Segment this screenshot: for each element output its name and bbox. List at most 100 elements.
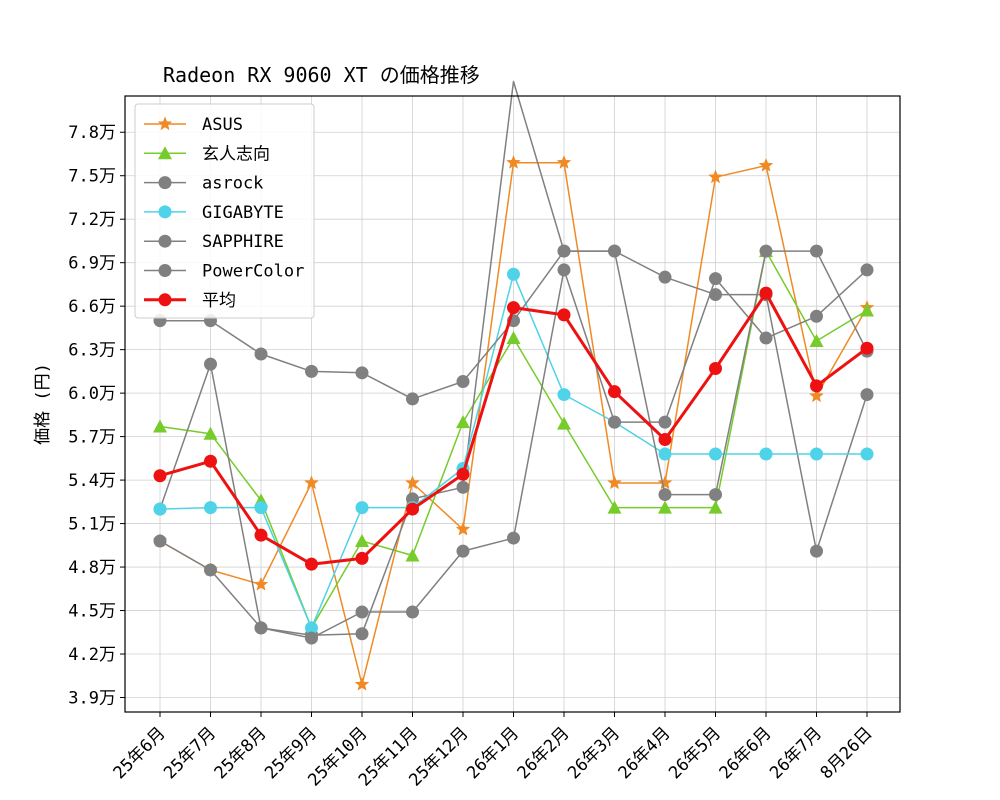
legend-entry: ASUS [144, 115, 243, 135]
data-point [153, 502, 167, 516]
data-point [204, 454, 217, 468]
data-point [607, 500, 622, 514]
y-axis-title: 価格 (円) [33, 363, 53, 445]
data-point [304, 475, 319, 490]
data-point [305, 621, 318, 635]
data-point [355, 605, 369, 619]
data-point [405, 548, 420, 562]
data-point [658, 488, 672, 502]
data-point [254, 347, 268, 361]
data-point [254, 501, 268, 515]
data-point [759, 447, 773, 461]
legend-box [134, 103, 315, 319]
data-point [355, 366, 369, 380]
y-tick-label: 7.2万 [68, 210, 116, 230]
y-tick-label: 3.9万 [68, 689, 116, 709]
data-point [860, 303, 874, 317]
y-tick-label: 4.2万 [68, 645, 116, 665]
data-point [506, 155, 521, 169]
data-point [406, 605, 419, 619]
data-point [810, 544, 823, 558]
series-2-series [153, 244, 874, 634]
data-point [253, 576, 269, 591]
data-point [456, 544, 470, 558]
chart-title: Radeon RX 9060 XT の価格推移 [163, 63, 480, 87]
y-tick-label: 4.5万 [68, 602, 116, 622]
data-point [355, 551, 369, 565]
data-point [557, 308, 571, 322]
legend: ASUS 玄人志向 asrock GIGABYTE SAPPHIRE PowerColor… [134, 103, 315, 319]
legend-marker [158, 264, 172, 277]
y-tick-label: 6.3万 [68, 341, 116, 361]
data-point [759, 286, 773, 300]
legend-entry: SAPPHIRE [144, 232, 284, 252]
data-point [860, 388, 874, 402]
data-point [153, 419, 167, 433]
data-point [254, 528, 268, 542]
data-point [608, 415, 621, 429]
data-point [153, 534, 167, 548]
legend-marker [158, 234, 172, 248]
data-point [759, 331, 773, 345]
series-5-sapphire [153, 263, 874, 645]
data-point [556, 155, 572, 169]
data-point [354, 676, 370, 691]
data-point [658, 433, 672, 447]
data-point [709, 288, 722, 302]
data-point [355, 501, 369, 515]
data-point [506, 331, 521, 345]
data-point [204, 357, 217, 371]
y-tick-label: 6.0万 [68, 384, 116, 404]
legend-entry: GIGABYTE [144, 203, 284, 223]
data-point [557, 244, 571, 258]
legend-entry: PowerColor [144, 262, 304, 282]
series-1-asus [152, 155, 875, 691]
legend-label: ASUS [202, 115, 243, 135]
data-point [455, 521, 471, 536]
series-7-series [153, 286, 874, 571]
legend-entry: asrock [144, 174, 263, 194]
data-point [810, 379, 823, 393]
y-tick-label: 5.1万 [68, 515, 116, 535]
data-point [658, 500, 672, 514]
data-point [709, 272, 722, 286]
data-point [809, 388, 824, 403]
data-point [355, 533, 369, 547]
data-point [507, 267, 520, 281]
legend-marker [157, 116, 173, 131]
data-point [204, 501, 217, 515]
data-point [608, 244, 621, 258]
data-point [810, 447, 823, 461]
data-point [608, 385, 621, 399]
data-point [305, 631, 318, 645]
data-point [758, 157, 774, 172]
data-point [557, 416, 571, 430]
data-point [860, 447, 874, 461]
data-point [658, 270, 672, 284]
data-point [406, 502, 419, 516]
data-point [709, 488, 722, 502]
data-point [456, 467, 470, 481]
y-tick-label: 6.9万 [68, 254, 116, 274]
data-point [658, 415, 672, 429]
y-tick-label: 7.8万 [68, 123, 116, 143]
data-point [657, 475, 673, 490]
data-point [709, 447, 722, 461]
legend-entry: 平均 [144, 291, 236, 311]
y-tick-label: 4.8万 [68, 558, 116, 578]
data-point [557, 263, 571, 277]
legend-label: asrock [202, 174, 263, 194]
data-point [809, 333, 824, 347]
data-point [254, 621, 268, 635]
y-axis-title-group: 価格 (円) [33, 363, 53, 445]
data-point [759, 244, 773, 258]
data-point [709, 361, 722, 375]
data-point [204, 563, 217, 577]
y-tick-label: 5.4万 [68, 471, 116, 491]
data-point [405, 475, 420, 490]
series-line [159, 80, 868, 636]
legend-marker [158, 146, 172, 160]
data-point [860, 263, 874, 277]
legend-entry: 玄人志向 [144, 144, 270, 164]
